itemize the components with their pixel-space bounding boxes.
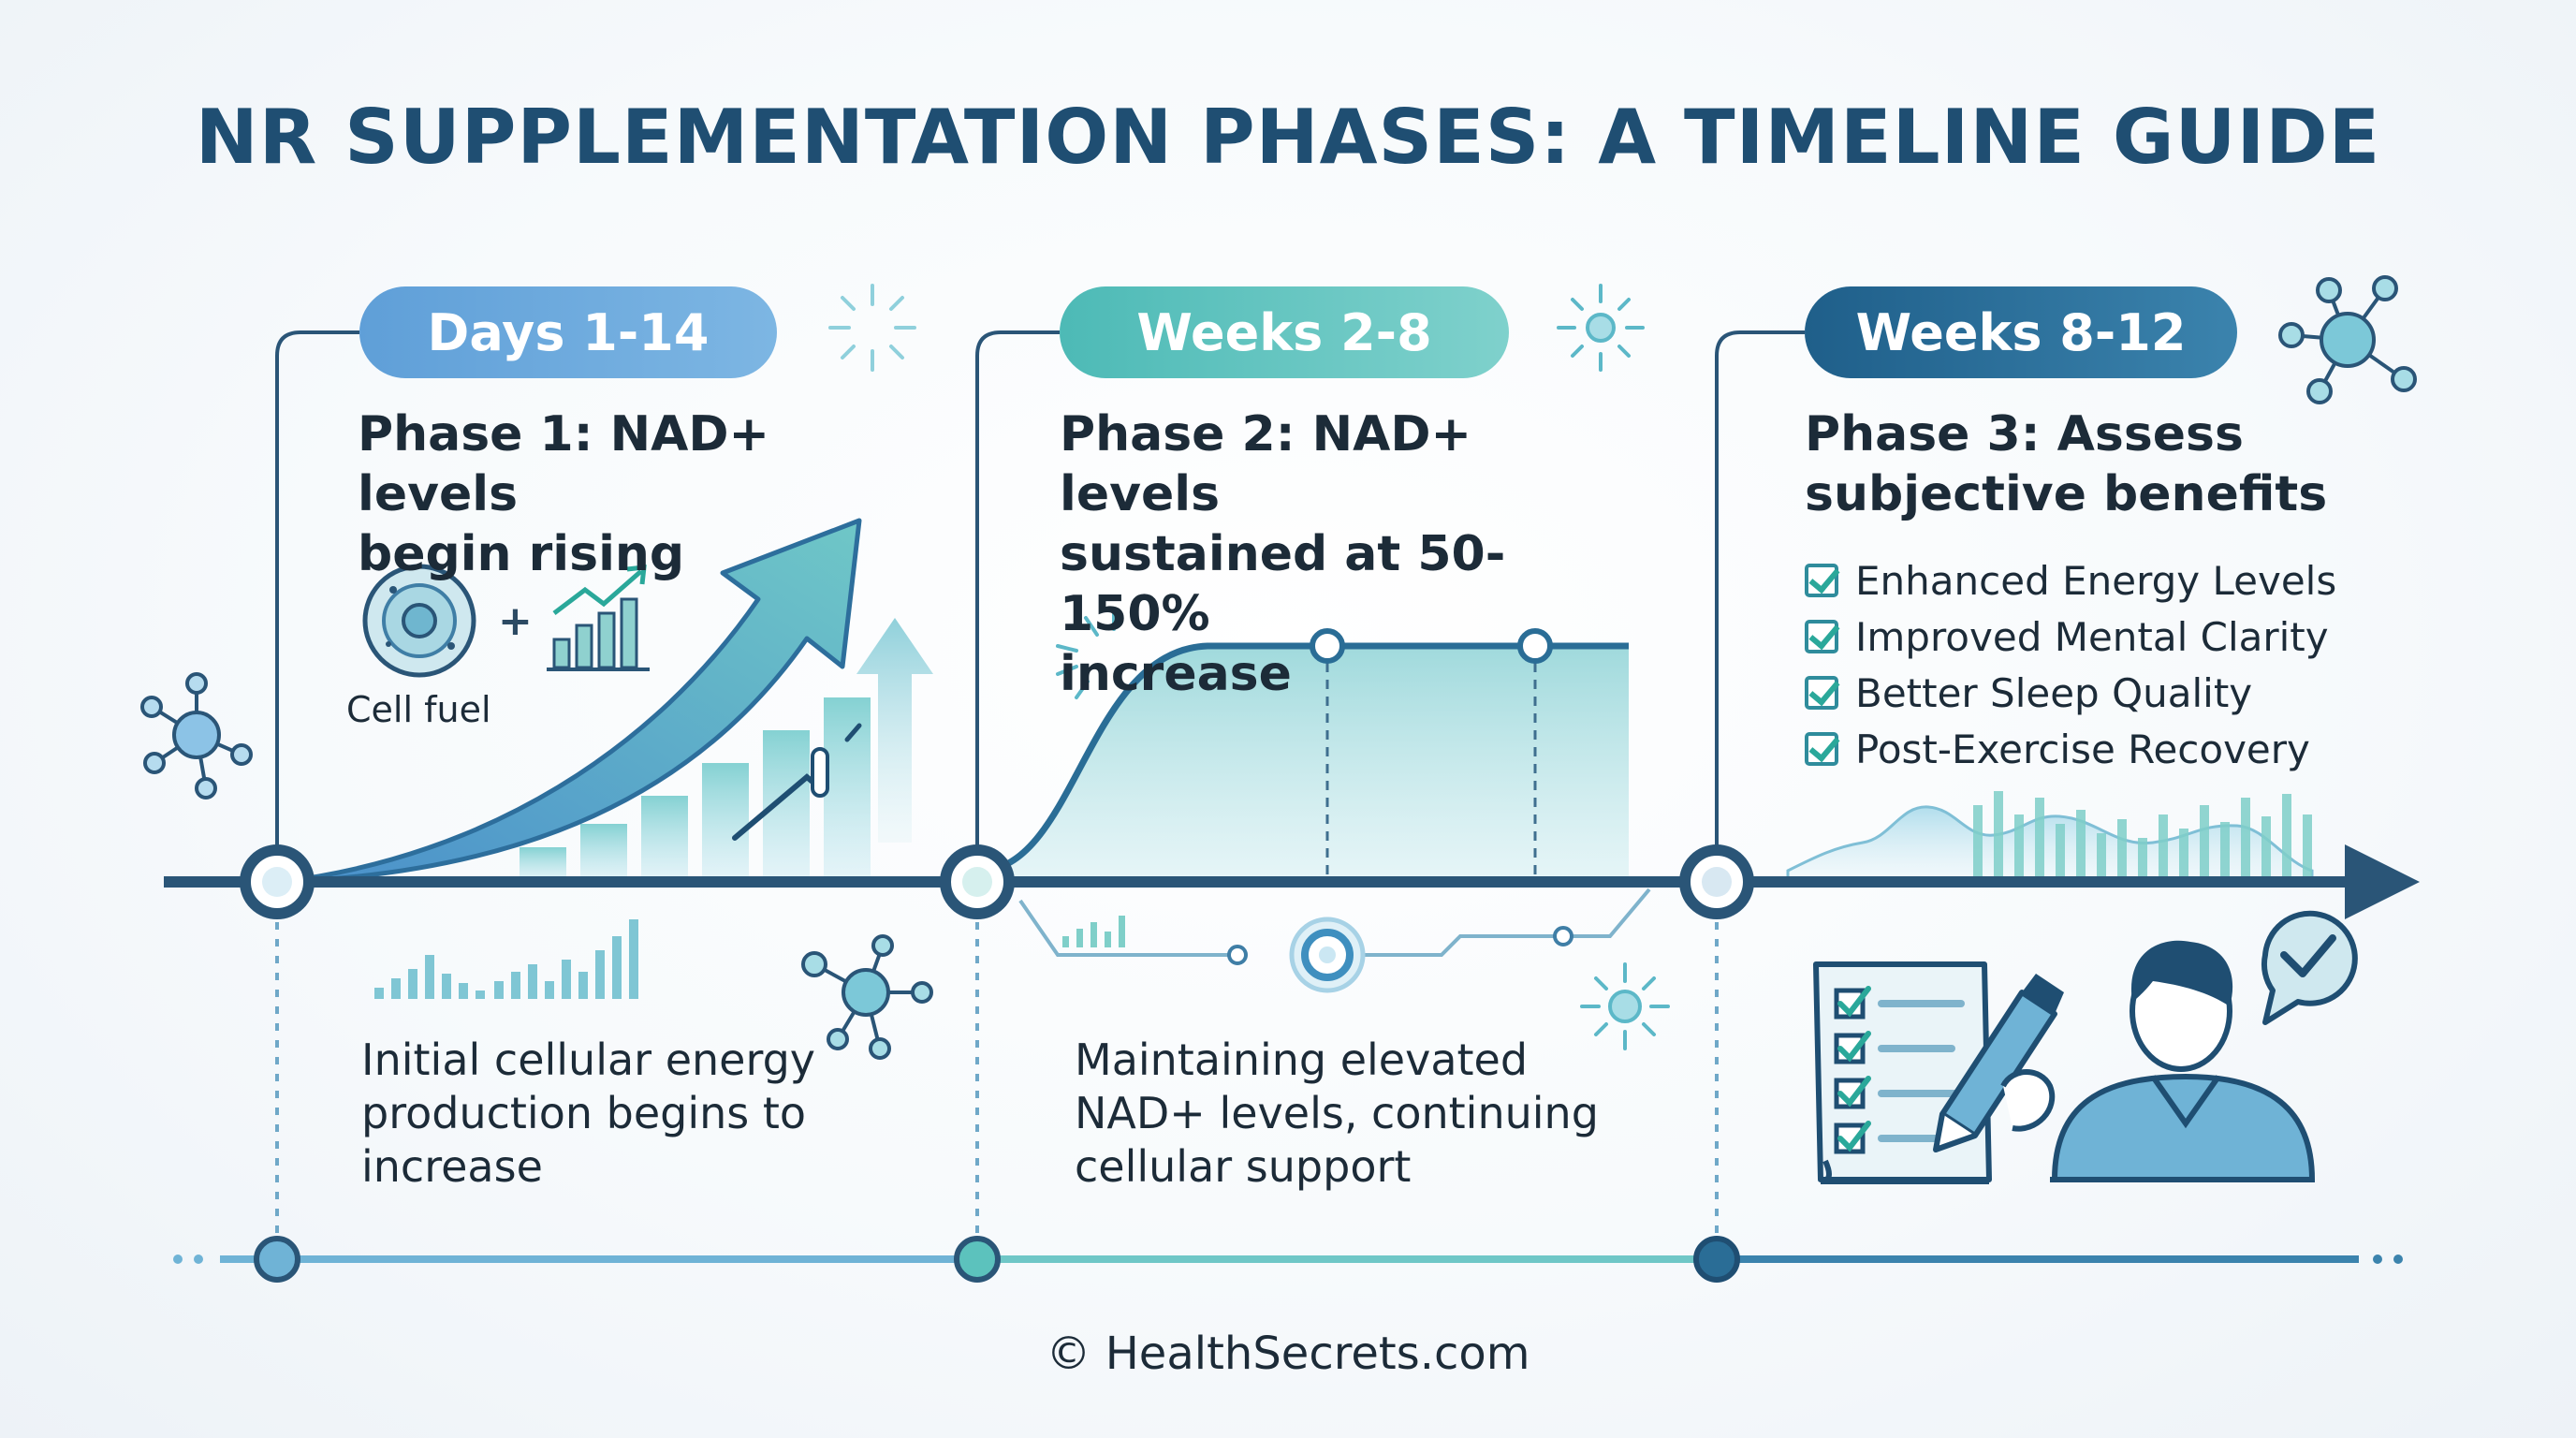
rising-bars: [520, 697, 871, 882]
phase-2-description: Maintaining elevated NAD+ levels, contin…: [1075, 1034, 1599, 1192]
cell-fuel-label: Cell fuel: [346, 689, 491, 730]
checkbox-checked-icon: [1805, 620, 1838, 653]
benefits-checklist: Enhanced Energy Levels Improved Mental C…: [1805, 552, 2336, 777]
sparkle-icon-1: [828, 284, 916, 372]
dashed-connectors: [275, 922, 1719, 1234]
molecule-icon-left: [140, 672, 253, 800]
phase-1-description: Initial cellular energy production begin…: [361, 1034, 815, 1192]
benefit-wave: [1786, 805, 2314, 884]
checkbox-checked-icon: [1805, 676, 1838, 710]
sparkle-icon-4: [1580, 962, 1670, 1050]
timeline-milestones: [240, 844, 1754, 919]
benefit-bars: [1973, 791, 2312, 882]
phase-3-heading: Phase 3: Assess subjective benefits: [1805, 406, 2328, 522]
checklist-icon: [1813, 961, 1992, 1184]
cell-icon: [362, 564, 476, 678]
person-icon: [2050, 940, 2316, 1182]
sparkle-icon-2: [1557, 284, 1645, 372]
phase-1-period-badge: Days 1-14: [359, 286, 777, 378]
checkmark-bubble-icon: [2261, 910, 2358, 1025]
chart-icon: [547, 565, 650, 671]
molecule-icon-mid: [801, 934, 933, 1060]
benefit-item: Post-Exercise Recovery: [1805, 721, 2336, 777]
sparkle-icon-3: [1056, 607, 1116, 699]
mini-bars-2: [1062, 916, 1125, 947]
plus-sign: +: [498, 597, 533, 645]
checkbox-checked-icon: [1805, 732, 1838, 766]
mini-bars-1: [374, 919, 638, 999]
phase-3-period-badge: Weeks 8-12: [1805, 286, 2237, 378]
benefit-item: Enhanced Energy Levels: [1805, 552, 2336, 609]
benefit-item: Improved Mental Clarity: [1805, 609, 2336, 665]
bottom-timeline: [173, 1236, 2403, 1283]
phase-2-period-badge: Weeks 2-8: [1060, 286, 1509, 378]
checkbox-checked-icon: [1805, 564, 1838, 597]
growth-arrow-icon: [278, 518, 862, 885]
benefit-item: Better Sleep Quality: [1805, 665, 2336, 721]
pen-icon: [1933, 974, 2064, 1152]
page-title: NR SUPPLEMENTATION PHASES: A TIMELINE GU…: [195, 94, 2381, 181]
copyright-footer: © HealthSecrets.com: [1046, 1328, 1530, 1380]
phase-brackets: [275, 330, 1805, 882]
plateau-curve: [979, 646, 1629, 882]
molecule-icon-right: [2278, 275, 2417, 404]
target-icon: [1289, 917, 1366, 993]
phase-2-heading: Phase 2: NAD+ levels sustained at 50-150…: [1060, 406, 1506, 702]
main-timeline: [164, 844, 2420, 919]
phase-1-heading: Phase 1: NAD+ levels begin rising: [358, 406, 770, 582]
circuit-line: [1018, 888, 1651, 957]
up-arrow-icon: [856, 618, 933, 843]
